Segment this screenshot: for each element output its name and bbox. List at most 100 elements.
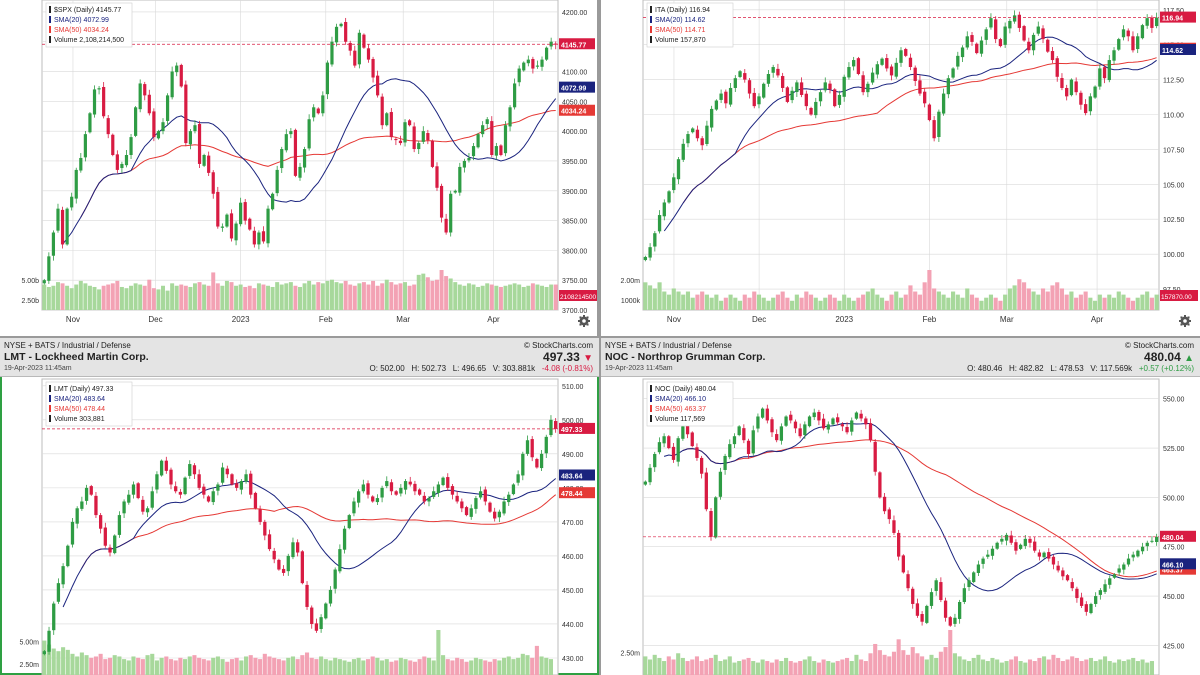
- ita-candle: [1140, 25, 1145, 39]
- lmt-candle: [324, 603, 328, 619]
- ita-volume-bar: [1074, 297, 1079, 310]
- gear-icon[interactable]: [1179, 315, 1191, 327]
- noc-volume-bar: [830, 662, 836, 675]
- spx-volume-bar: [407, 285, 412, 310]
- spx-last-tag-label: 4145.77: [561, 42, 586, 49]
- lmt-candle: [549, 419, 553, 436]
- ita-y-tick: 102.50: [1163, 217, 1185, 224]
- spx-candle: [56, 208, 60, 231]
- ita-volume-bar: [870, 288, 875, 310]
- ita-candle: [1074, 81, 1078, 93]
- lmt-volume-bar: [548, 659, 554, 675]
- lmt-candle: [136, 483, 140, 499]
- spx-chart[interactable]: 4200.004150.004100.004050.004000.003950.…: [0, 0, 597, 336]
- noc-volume-bar: [793, 662, 798, 675]
- noc-candle: [662, 436, 666, 444]
- noc-volume-bar: [690, 659, 695, 675]
- spx-candle: [211, 172, 215, 194]
- lmt-volume-bar: [342, 660, 347, 675]
- noc-candle: [911, 588, 915, 604]
- noc-chart-panel[interactable]: NYSE + BATS / Industrial / Defense © Sto…: [601, 338, 1200, 675]
- noc-candle: [821, 418, 826, 429]
- lmt-chart[interactable]: 510.00500.00490.00480.00470.00460.00450.…: [0, 376, 599, 675]
- lmt-volume-bar: [347, 661, 352, 675]
- spx-volume-bar: [521, 286, 526, 310]
- ita-x-tick: Mar: [1000, 315, 1014, 324]
- gear-icon[interactable]: [578, 315, 590, 327]
- spx-volume-bar: [179, 284, 184, 310]
- spx-candle: [426, 133, 430, 141]
- lmt-y-tick: 430.00: [562, 656, 584, 663]
- noc-chart[interactable]: 550.00 525.00 500.00 475.00 450.00 425.00 2.50…: [601, 376, 1200, 675]
- lmt-volume-bar: [70, 653, 75, 675]
- spx-volume-bar: [526, 285, 531, 310]
- spx-volume-bar: [284, 283, 289, 310]
- noc-candle: [826, 424, 830, 430]
- noc-candle: [685, 425, 690, 435]
- spx-candle: [298, 166, 302, 178]
- lmt-volume-bar: [262, 653, 267, 675]
- lmt-candle: [249, 473, 253, 495]
- lmt-volume-bar: [408, 660, 413, 675]
- lmt-chart-panel[interactable]: NYSE + BATS / Industrial / Defense © Sto…: [0, 338, 599, 675]
- ita-candle: [880, 58, 884, 65]
- spx-volume-bar: [247, 285, 252, 310]
- noc-volume-bar: [873, 643, 878, 675]
- ita-chart[interactable]: 117.50115.00112.50110.00107.50105.00102.…: [601, 0, 1200, 336]
- lmt-candle: [300, 551, 304, 584]
- spx-candle: [385, 113, 389, 126]
- spx-volume-bar: [439, 270, 444, 310]
- noc-candle: [1037, 552, 1042, 557]
- noc-candle: [1098, 590, 1103, 595]
- ita-legend: [646, 2, 734, 48]
- ita-volume-bar: [1078, 294, 1083, 310]
- lmt-volume-tick: 2.50m: [20, 662, 40, 669]
- ita-chart-panel[interactable]: 117.50115.00112.50110.00107.50105.00102.…: [601, 0, 1200, 336]
- lmt-candle: [427, 498, 431, 502]
- lmt-plot-area[interactable]: [41, 378, 559, 675]
- ita-candle: [837, 94, 842, 105]
- spx-volume-bar: [165, 290, 170, 310]
- spx-legend-price: $SPX (Daily) 4145.77: [54, 7, 121, 14]
- lmt-candle: [375, 498, 380, 503]
- lmt-candle: [169, 469, 173, 485]
- lmt-volume-bar: [131, 656, 136, 675]
- ita-x-tick: Apr: [1091, 315, 1104, 324]
- ita-volume-bar: [856, 297, 861, 310]
- lmt-volume-bar: [384, 659, 389, 675]
- lmt-candle: [220, 467, 225, 483]
- lmt-volume-bar: [361, 660, 366, 675]
- noc-volume-bar: [760, 659, 765, 675]
- spx-chart-panel[interactable]: 4200.004150.004100.004050.004000.003950.…: [0, 0, 597, 336]
- spx-volume-bar: [444, 276, 449, 310]
- ita-candle: [809, 107, 813, 115]
- noc-volume-bar: [1009, 659, 1014, 675]
- spx-volume-bar: [348, 284, 353, 310]
- spx-volume-tick: 5.00b: [21, 278, 39, 285]
- ita-volume-bar: [1107, 294, 1112, 310]
- ita-legend-price-swatch: [650, 6, 652, 13]
- noc-plot-area[interactable]: [642, 378, 1160, 675]
- ita-volume-bar: [1140, 294, 1145, 310]
- noc-volume-bar: [755, 662, 760, 675]
- ita-volume-bar: [1012, 285, 1017, 310]
- noc-volume-bar: [784, 657, 789, 675]
- spx-candle: [522, 62, 526, 71]
- spx-candle: [490, 121, 494, 155]
- lmt-volume-bar: [445, 659, 450, 675]
- lmt-volume-bar: [356, 657, 361, 675]
- spx-candle: [366, 48, 371, 60]
- spx-legend-sma20: SMA(20) 4072.99: [54, 17, 109, 24]
- noc-volume-bar: [934, 657, 939, 675]
- ita-candle: [648, 247, 652, 258]
- spx-candle: [124, 155, 129, 166]
- ita-volume-bar: [790, 300, 795, 310]
- ita-volume-bar: [804, 291, 809, 310]
- ita-volume-bar: [1130, 300, 1136, 310]
- ita-volume-bar: [1059, 288, 1065, 310]
- lmt-volume-bar: [394, 660, 399, 675]
- ita-volume-bar: [1149, 297, 1154, 310]
- ita-volume-bar: [927, 270, 932, 310]
- ita-volume-bar: [984, 297, 989, 310]
- spx-candle: [417, 143, 421, 150]
